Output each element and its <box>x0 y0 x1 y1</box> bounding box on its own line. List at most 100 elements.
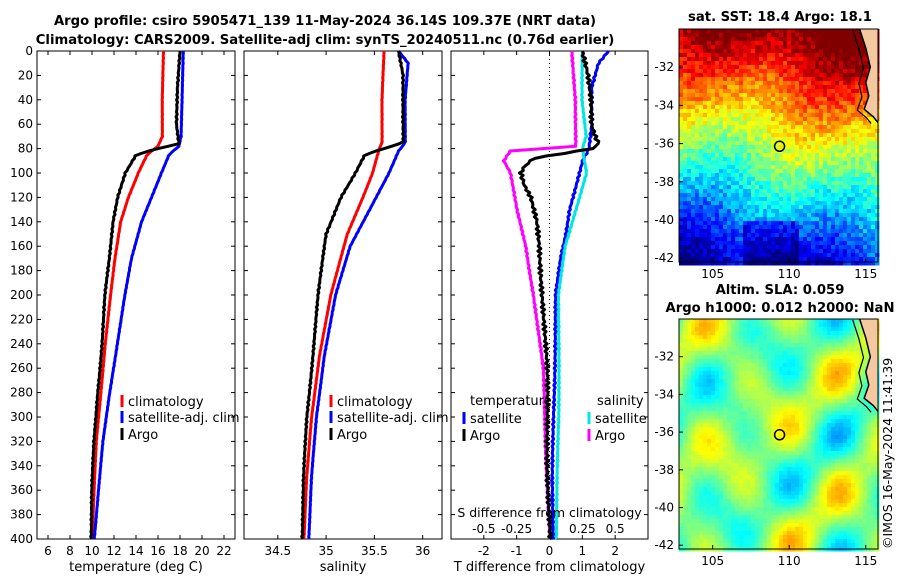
map-pixel <box>859 331 864 336</box>
map-pixel <box>727 241 732 246</box>
map-pixel <box>835 415 840 420</box>
map-pixel <box>843 193 848 198</box>
map-pixel <box>759 343 764 348</box>
map-pixel <box>771 93 776 98</box>
map-pixel <box>803 455 808 460</box>
map-pixel <box>823 185 828 190</box>
map-pixel <box>859 435 864 440</box>
map-pixel <box>783 129 788 134</box>
map-pixel <box>711 241 716 246</box>
map-pixel <box>727 209 732 214</box>
map-pixel <box>775 117 780 122</box>
map-pixel <box>783 237 788 242</box>
map-pixel <box>695 359 700 364</box>
map-pixel <box>827 201 832 206</box>
map-pixel <box>831 49 836 54</box>
map-pixel <box>723 439 728 444</box>
map-pixel <box>823 153 828 158</box>
map-pixel <box>843 181 848 186</box>
map-pixel <box>707 57 712 62</box>
map-pixel <box>803 423 808 428</box>
map-pixel <box>875 249 880 254</box>
map-pixel <box>683 249 688 254</box>
map-pixel <box>803 101 808 106</box>
map-pixel <box>739 133 744 138</box>
map-pixel <box>775 339 780 344</box>
map-pixel <box>767 53 772 58</box>
map-pixel <box>727 383 732 388</box>
map-pixel <box>855 395 860 400</box>
map-pixel <box>831 451 836 456</box>
map-pixel <box>699 81 704 86</box>
map-pixel <box>795 229 800 234</box>
map-pixel <box>839 41 844 46</box>
map-pixel <box>771 233 776 238</box>
map-pixel <box>823 81 828 86</box>
map-pixel <box>731 101 736 106</box>
map-pixel <box>695 141 700 146</box>
map-pixel <box>767 415 772 420</box>
map-pixel <box>859 201 864 206</box>
map-pixel <box>775 197 780 202</box>
map-pixel <box>799 383 804 388</box>
map-pixel <box>799 29 804 34</box>
map-pixel <box>859 193 864 198</box>
map-pixel <box>715 205 720 210</box>
map-pixel <box>731 137 736 142</box>
map-pixel <box>843 209 848 214</box>
map-pixel <box>855 343 860 348</box>
map-pixel <box>695 411 700 416</box>
map-pixel <box>791 209 796 214</box>
map-pixel <box>707 109 712 114</box>
map-pixel <box>759 81 764 86</box>
map-pixel <box>691 355 696 360</box>
map-pixel <box>687 149 692 154</box>
map-pixel <box>731 387 736 392</box>
map-pixel <box>763 181 768 186</box>
map-pixel <box>811 145 816 150</box>
map-pixel <box>687 323 692 328</box>
map-pixel <box>843 253 848 258</box>
map-pixel <box>747 109 752 114</box>
map-pixel <box>679 339 684 344</box>
map-pixel <box>827 53 832 58</box>
map-pixel <box>703 77 708 82</box>
map-pixel <box>747 61 752 66</box>
y-tick-label: 240 <box>10 337 33 351</box>
map-pixel <box>795 53 800 58</box>
map-pixel <box>763 375 768 380</box>
map-pixel <box>743 233 748 238</box>
map-pixel <box>731 117 736 122</box>
map-pixel <box>799 117 804 122</box>
map-pixel <box>835 245 840 250</box>
map-pixel <box>771 451 776 456</box>
map-pixel <box>795 407 800 412</box>
map-pixel <box>775 165 780 170</box>
map-pixel <box>703 157 708 162</box>
map-pixel <box>799 379 804 384</box>
map-pixel <box>759 335 764 340</box>
map-pixel <box>803 431 808 436</box>
map-pixel <box>683 29 688 34</box>
map-pixel <box>747 351 752 356</box>
map-pixel <box>811 113 816 118</box>
map-pixel <box>759 189 764 194</box>
map-pixel <box>811 29 816 34</box>
map-pixel <box>727 69 732 74</box>
map-pixel <box>767 145 772 150</box>
map-pixel <box>799 73 804 78</box>
map-pixel <box>803 367 808 372</box>
map-pixel <box>847 125 852 130</box>
map-pixel <box>875 189 880 194</box>
map-pixel <box>827 85 832 90</box>
map-pixel <box>771 181 776 186</box>
map-pixel <box>807 205 812 210</box>
map-pixel <box>751 197 756 202</box>
map-pixel <box>679 451 684 456</box>
map-pixel <box>783 423 788 428</box>
map-pixel <box>787 77 792 82</box>
map-pixel <box>735 415 740 420</box>
map-pixel <box>763 367 768 372</box>
map-pixel <box>695 347 700 352</box>
map-pixel <box>803 93 808 98</box>
